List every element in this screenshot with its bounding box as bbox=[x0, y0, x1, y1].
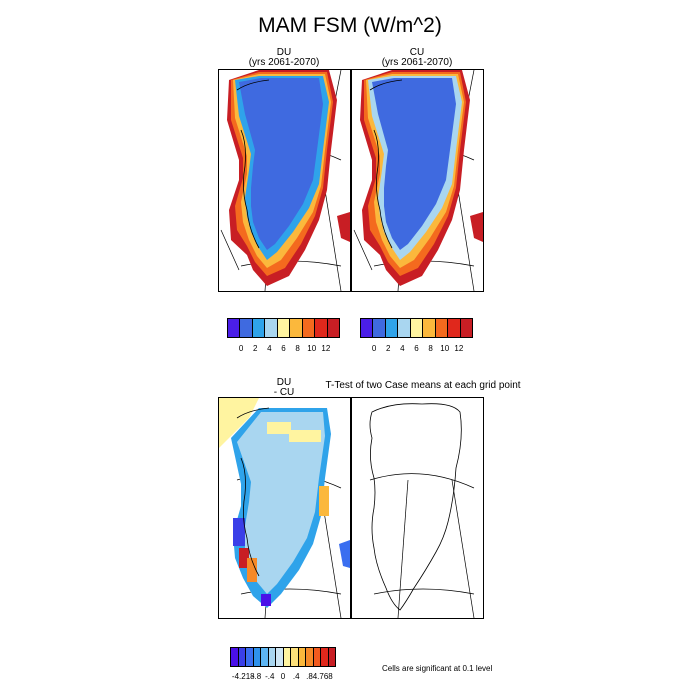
colorbar-box bbox=[268, 648, 276, 666]
panel-du-title-line2: (yrs 2061-2070) bbox=[248, 57, 320, 68]
colorbar-tick-label: -.8 bbox=[251, 672, 262, 681]
colorbar-tick-label: 4 bbox=[400, 344, 405, 353]
colorbar-box bbox=[328, 648, 335, 666]
colorbar-box bbox=[423, 319, 436, 337]
colorbar-box bbox=[398, 319, 411, 337]
colorbar-tick-label: -4.218 bbox=[231, 672, 255, 681]
panel-diff-title-line1: DU bbox=[276, 377, 292, 388]
colorbar-box bbox=[327, 319, 339, 337]
panel-cu-title-line1: CU bbox=[409, 47, 425, 58]
colorbar-box bbox=[261, 648, 269, 666]
panel-cu-title: CU (yrs 2061-2070) bbox=[351, 48, 483, 68]
colorbar-du bbox=[227, 318, 340, 338]
colorbar-tick-label: 6 bbox=[281, 344, 286, 353]
colorbar-box bbox=[290, 319, 303, 337]
panel-ttest-title: T-Test of two Case means at each grid po… bbox=[325, 380, 521, 391]
colorbar-box bbox=[298, 648, 306, 666]
colorbar-tick-label: 8 bbox=[295, 344, 300, 353]
panel-cu-title-line2: (yrs 2061-2070) bbox=[381, 57, 453, 68]
colorbar-tick-label: 2 bbox=[253, 344, 258, 353]
map-panel-du bbox=[218, 69, 351, 292]
colorbar-tick-label: 0 bbox=[238, 344, 244, 353]
colorbar-box bbox=[361, 319, 374, 337]
panel-diff-title: DU - CU bbox=[218, 378, 350, 398]
colorbar-box bbox=[276, 648, 284, 666]
colorbar-tick-label: 2 bbox=[386, 344, 391, 353]
panel-du-title-line1: DU bbox=[276, 47, 292, 58]
colorbar-box bbox=[231, 648, 239, 666]
colorbar-box bbox=[283, 648, 291, 666]
colorbar-box bbox=[277, 319, 291, 337]
colorbar-box bbox=[385, 319, 399, 337]
colorbar-tick-label: 4 bbox=[267, 344, 272, 353]
colorbar-box bbox=[373, 319, 386, 337]
colorbar-box bbox=[253, 648, 261, 666]
colorbar-box bbox=[302, 319, 316, 337]
colorbar-tick-label: 10 bbox=[307, 344, 317, 353]
colorbar-tick-label: 12 bbox=[454, 344, 464, 353]
colorbar-du-ticks: 0 2 4 6 8 10 12 bbox=[227, 344, 340, 354]
figure-title: MAM FSM (W/m^2) bbox=[258, 14, 442, 37]
map-panel-diff bbox=[218, 397, 351, 619]
colorbar-diff-ticks: -4.218 -.8 -.4 0 .4 .8 4.768 bbox=[230, 672, 336, 682]
colorbar-box bbox=[315, 319, 328, 337]
colorbar-box bbox=[240, 319, 253, 337]
colorbar-box bbox=[410, 319, 424, 337]
colorbar-tick-label: 0 bbox=[280, 672, 286, 681]
colorbar-tick-label: 4.768 bbox=[312, 672, 333, 681]
panel-du-title: DU (yrs 2061-2070) bbox=[218, 48, 350, 68]
colorbar-cu-ticks: 0 2 4 6 8 10 12 bbox=[360, 344, 473, 354]
colorbar-box bbox=[435, 319, 449, 337]
colorbar-box bbox=[238, 648, 246, 666]
panel-diff-title-line2: - CU bbox=[273, 387, 295, 398]
colorbar-box bbox=[448, 319, 461, 337]
colorbar-tick-label: 12 bbox=[321, 344, 331, 353]
colorbar-tick-label: 6 bbox=[414, 344, 419, 353]
map-panel-ttest bbox=[351, 397, 484, 619]
colorbar-tick-label: .8 bbox=[306, 672, 313, 681]
colorbar-box bbox=[460, 319, 472, 337]
colorbar-tick-label: .4 bbox=[292, 672, 300, 681]
colorbar-box bbox=[228, 319, 241, 337]
colorbar-box bbox=[246, 648, 254, 666]
colorbar-tick-label: -.4 bbox=[265, 672, 275, 681]
colorbar-box bbox=[265, 319, 278, 337]
map-panel-cu bbox=[351, 69, 484, 292]
colorbar-box bbox=[291, 648, 299, 666]
colorbar-box bbox=[313, 648, 321, 666]
significance-footnote: Cells are significant at 0.1 level bbox=[382, 664, 493, 673]
colorbar-box bbox=[321, 648, 329, 666]
colorbar-tick-label: 8 bbox=[428, 344, 433, 353]
colorbar-cu bbox=[360, 318, 473, 338]
colorbar-diff bbox=[230, 647, 336, 667]
colorbar-box bbox=[252, 319, 266, 337]
colorbar-tick-label: 0 bbox=[371, 344, 377, 353]
colorbar-tick-label: 10 bbox=[440, 344, 450, 353]
colorbar-box bbox=[306, 648, 314, 666]
